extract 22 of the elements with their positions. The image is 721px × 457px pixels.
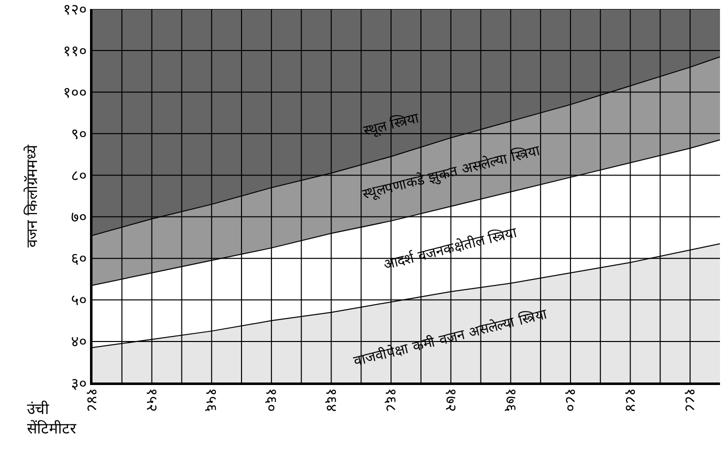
y-axis-title: वजन किलोग्रॅममध्ये xyxy=(22,144,41,248)
x-tick-label: १६८ xyxy=(382,388,400,412)
y-tick-label: ५० xyxy=(71,291,87,310)
y-tick-label: ११० xyxy=(63,42,87,60)
x-tick-label: १८८ xyxy=(681,388,700,412)
y-tick-label: ९० xyxy=(71,124,87,143)
x-tick-label: १५६ xyxy=(202,388,221,412)
x-tick-label: १८४ xyxy=(621,388,640,412)
x-tick-label: १७६ xyxy=(502,388,520,412)
y-tick-label: ४० xyxy=(71,332,87,351)
y-tick-label: ७० xyxy=(71,208,87,226)
x-tick-label: १७२ xyxy=(442,388,460,412)
x-tick-label: १६० xyxy=(262,388,281,412)
y-tick-label: ८० xyxy=(71,166,87,184)
x-tick-label: १६४ xyxy=(322,388,340,412)
y-tick-label: ६० xyxy=(71,250,87,268)
x-tick-label: १५२ xyxy=(142,388,161,412)
y-tick-label: १०० xyxy=(63,83,87,102)
x-tick-label: १८० xyxy=(562,388,580,412)
series-label: स्थूल स्त्रिया xyxy=(362,109,421,140)
x-axis-title: उंची सेंटिमीटर xyxy=(27,400,77,438)
y-tick-label: १२० xyxy=(63,0,87,18)
